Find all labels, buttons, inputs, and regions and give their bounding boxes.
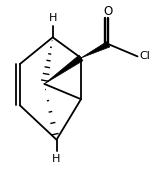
Text: Cl: Cl — [139, 51, 150, 61]
Polygon shape — [81, 41, 110, 58]
Text: H: H — [49, 13, 57, 23]
Polygon shape — [44, 55, 83, 84]
Text: O: O — [104, 5, 113, 18]
Text: H: H — [52, 154, 61, 164]
